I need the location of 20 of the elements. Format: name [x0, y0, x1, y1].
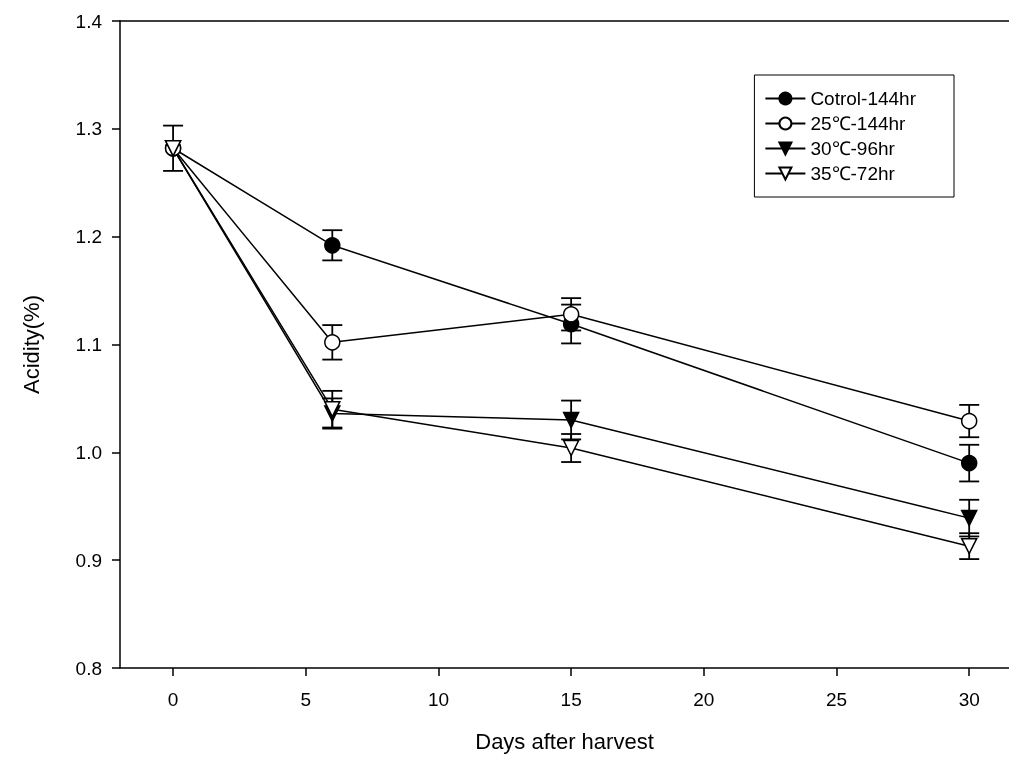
y-tick-label: 1.0 [75, 441, 102, 463]
y-tick-label: 0.8 [75, 657, 102, 679]
legend-label: 30℃-96hr [810, 138, 896, 159]
x-tick-label: 25 [825, 689, 848, 710]
legend-label: 25℃-144hr [810, 113, 907, 134]
legend-label: 35℃-72hr [810, 163, 896, 184]
y-tick-label: 0.9 [75, 549, 102, 571]
x-axis-title: Days after harvest [475, 728, 654, 754]
x-tick-label: 30 [958, 689, 980, 710]
y-tick-label: 1.3 [75, 118, 102, 140]
y-tick-label: 1.4 [75, 10, 103, 32]
y-tick-label: 1.1 [75, 334, 102, 355]
legend-label: Cotrol-144hr [810, 88, 917, 109]
y-axis-title: Acidity(%) [18, 294, 44, 395]
x-tick-label: 20 [693, 689, 715, 710]
x-tick-label: 10 [427, 689, 450, 710]
x-tick-label: 5 [300, 689, 312, 710]
y-tick-label: 1.2 [75, 226, 102, 248]
x-tick-label: 0 [167, 689, 179, 710]
x-tick-label: 15 [560, 689, 582, 710]
